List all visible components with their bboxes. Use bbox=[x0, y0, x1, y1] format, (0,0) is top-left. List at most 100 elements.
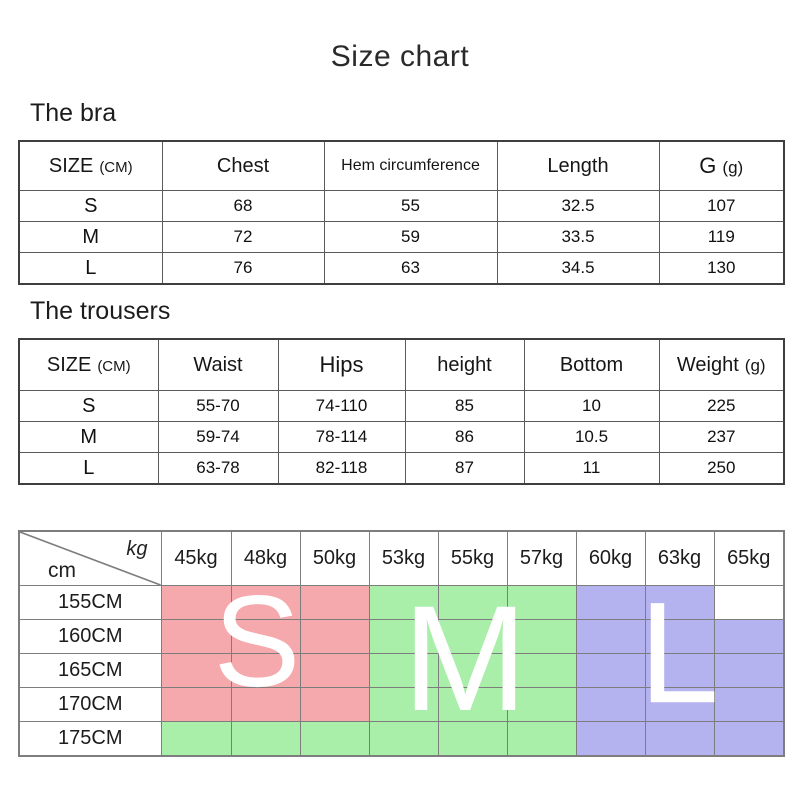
grid-header-row: kg cm 45kg 48kg 50kg 53kg 55kg 57kg 60kg… bbox=[18, 530, 785, 586]
grid-cell bbox=[299, 687, 370, 722]
grid-cell bbox=[713, 585, 785, 620]
grid-cell bbox=[437, 585, 508, 620]
trousers-col-weight: Weight (g) bbox=[658, 338, 785, 391]
table-row: L 63-78 82-118 87 11 250 bbox=[18, 452, 785, 485]
height-label: 155CM bbox=[18, 585, 162, 620]
value-cell: 225 bbox=[658, 390, 785, 422]
size-cell: M bbox=[18, 421, 159, 453]
grid-cell bbox=[644, 721, 715, 757]
value-cell: 10 bbox=[523, 390, 660, 422]
table-row: S 68 55 32.5 107 bbox=[18, 190, 785, 222]
value-cell: 55-70 bbox=[157, 390, 279, 422]
grid-cell bbox=[299, 585, 370, 620]
value-cell: 76 bbox=[161, 252, 325, 285]
size-cell: M bbox=[18, 221, 163, 253]
value-cell: 87 bbox=[404, 452, 525, 485]
grid-cell bbox=[506, 721, 577, 757]
value-cell: 55 bbox=[323, 190, 498, 222]
trousers-col-hips: Hips bbox=[277, 338, 406, 391]
weight-header: 53kg bbox=[368, 530, 439, 586]
diagonal-divider bbox=[20, 532, 161, 585]
header-label: Chest bbox=[216, 154, 270, 177]
grid-cell bbox=[299, 619, 370, 654]
weight-header: 48kg bbox=[230, 530, 301, 586]
weight-header: 45kg bbox=[160, 530, 232, 586]
value-cell: 78-114 bbox=[277, 421, 406, 453]
grid-cell bbox=[506, 585, 577, 620]
trousers-header-row: SIZE (CM) Waist Hips height Bottom Weight… bbox=[18, 338, 785, 391]
grid-cell bbox=[368, 687, 439, 722]
grid-cell bbox=[506, 653, 577, 688]
bra-col-weight: G (g) bbox=[658, 140, 785, 191]
weight-header: 57kg bbox=[506, 530, 577, 586]
trousers-col-waist: Waist bbox=[157, 338, 279, 391]
grid-cell bbox=[230, 585, 301, 620]
grid-row: 155CM bbox=[18, 585, 785, 620]
size-cell: S bbox=[18, 190, 163, 222]
value-cell: 11 bbox=[523, 452, 660, 485]
value-cell: 59-74 bbox=[157, 421, 279, 453]
grid-cell bbox=[230, 687, 301, 722]
grid-cell bbox=[160, 619, 232, 654]
value-cell: 237 bbox=[658, 421, 785, 453]
grid-cell bbox=[368, 619, 439, 654]
grid-cell bbox=[437, 653, 508, 688]
grid-cell bbox=[160, 585, 232, 620]
grid-cell bbox=[713, 653, 785, 688]
header-label: Waist bbox=[193, 353, 243, 376]
grid-row: 160CM bbox=[18, 619, 785, 654]
value-cell: 130 bbox=[658, 252, 785, 285]
grid-cell bbox=[160, 653, 232, 688]
table-row: S 55-70 74-110 85 10 225 bbox=[18, 390, 785, 422]
trousers-section-heading: The trousers bbox=[30, 297, 171, 325]
size-cell: L bbox=[18, 252, 163, 285]
value-cell: 63 bbox=[323, 252, 498, 285]
trousers-col-height: height bbox=[404, 338, 525, 391]
grid-cell bbox=[230, 653, 301, 688]
table-row: M 59-74 78-114 86 10.5 237 bbox=[18, 421, 785, 453]
grid-row: 175CM bbox=[18, 721, 785, 757]
grid-cell bbox=[437, 619, 508, 654]
page-title: Size chart bbox=[330, 40, 470, 73]
header-label: Bottom bbox=[559, 353, 624, 376]
header-label: Hips bbox=[319, 352, 364, 377]
grid-corner-cell: kg cm bbox=[18, 530, 162, 586]
header-label: Length bbox=[547, 154, 609, 177]
value-cell: 250 bbox=[658, 452, 785, 485]
size-grid-table: kg cm 45kg 48kg 50kg 53kg 55kg 57kg 60kg… bbox=[18, 530, 785, 757]
corner-cm-label: cm bbox=[48, 559, 76, 582]
value-cell: 34.5 bbox=[496, 252, 660, 285]
height-label: 165CM bbox=[18, 653, 162, 688]
grid-cell bbox=[160, 721, 232, 757]
corner-kg-label: kg bbox=[126, 538, 148, 560]
grid-cell bbox=[575, 619, 646, 654]
table-row: M 72 59 33.5 119 bbox=[18, 221, 785, 253]
header-unit: (g) bbox=[744, 355, 766, 375]
value-cell: 72 bbox=[161, 221, 325, 253]
weight-header: 65kg bbox=[713, 530, 785, 586]
value-cell: 107 bbox=[658, 190, 785, 222]
bra-col-length: Length bbox=[496, 140, 660, 191]
grid-cell bbox=[506, 687, 577, 722]
grid-cell bbox=[160, 687, 232, 722]
header-unit: (g) bbox=[722, 158, 744, 177]
header-label: SIZE bbox=[46, 353, 92, 376]
trousers-col-size: SIZE (CM) bbox=[18, 338, 159, 391]
weight-header: 60kg bbox=[575, 530, 646, 586]
grid-cell bbox=[575, 687, 646, 722]
header-label: G bbox=[699, 153, 717, 178]
grid-cell bbox=[644, 653, 715, 688]
header-label: height bbox=[437, 353, 492, 376]
value-cell: 32.5 bbox=[496, 190, 660, 222]
value-cell: 33.5 bbox=[496, 221, 660, 253]
table-row: L 76 63 34.5 130 bbox=[18, 252, 785, 285]
value-cell: 85 bbox=[404, 390, 525, 422]
header-unit: (CM) bbox=[97, 357, 131, 375]
grid-cell bbox=[575, 721, 646, 757]
grid-cell bbox=[368, 585, 439, 620]
bra-col-size: SIZE (CM) bbox=[18, 140, 163, 191]
grid-cell bbox=[368, 653, 439, 688]
header-unit: (CM) bbox=[99, 158, 133, 176]
grid-cell bbox=[644, 687, 715, 722]
trousers-col-bottom: Bottom bbox=[523, 338, 660, 391]
